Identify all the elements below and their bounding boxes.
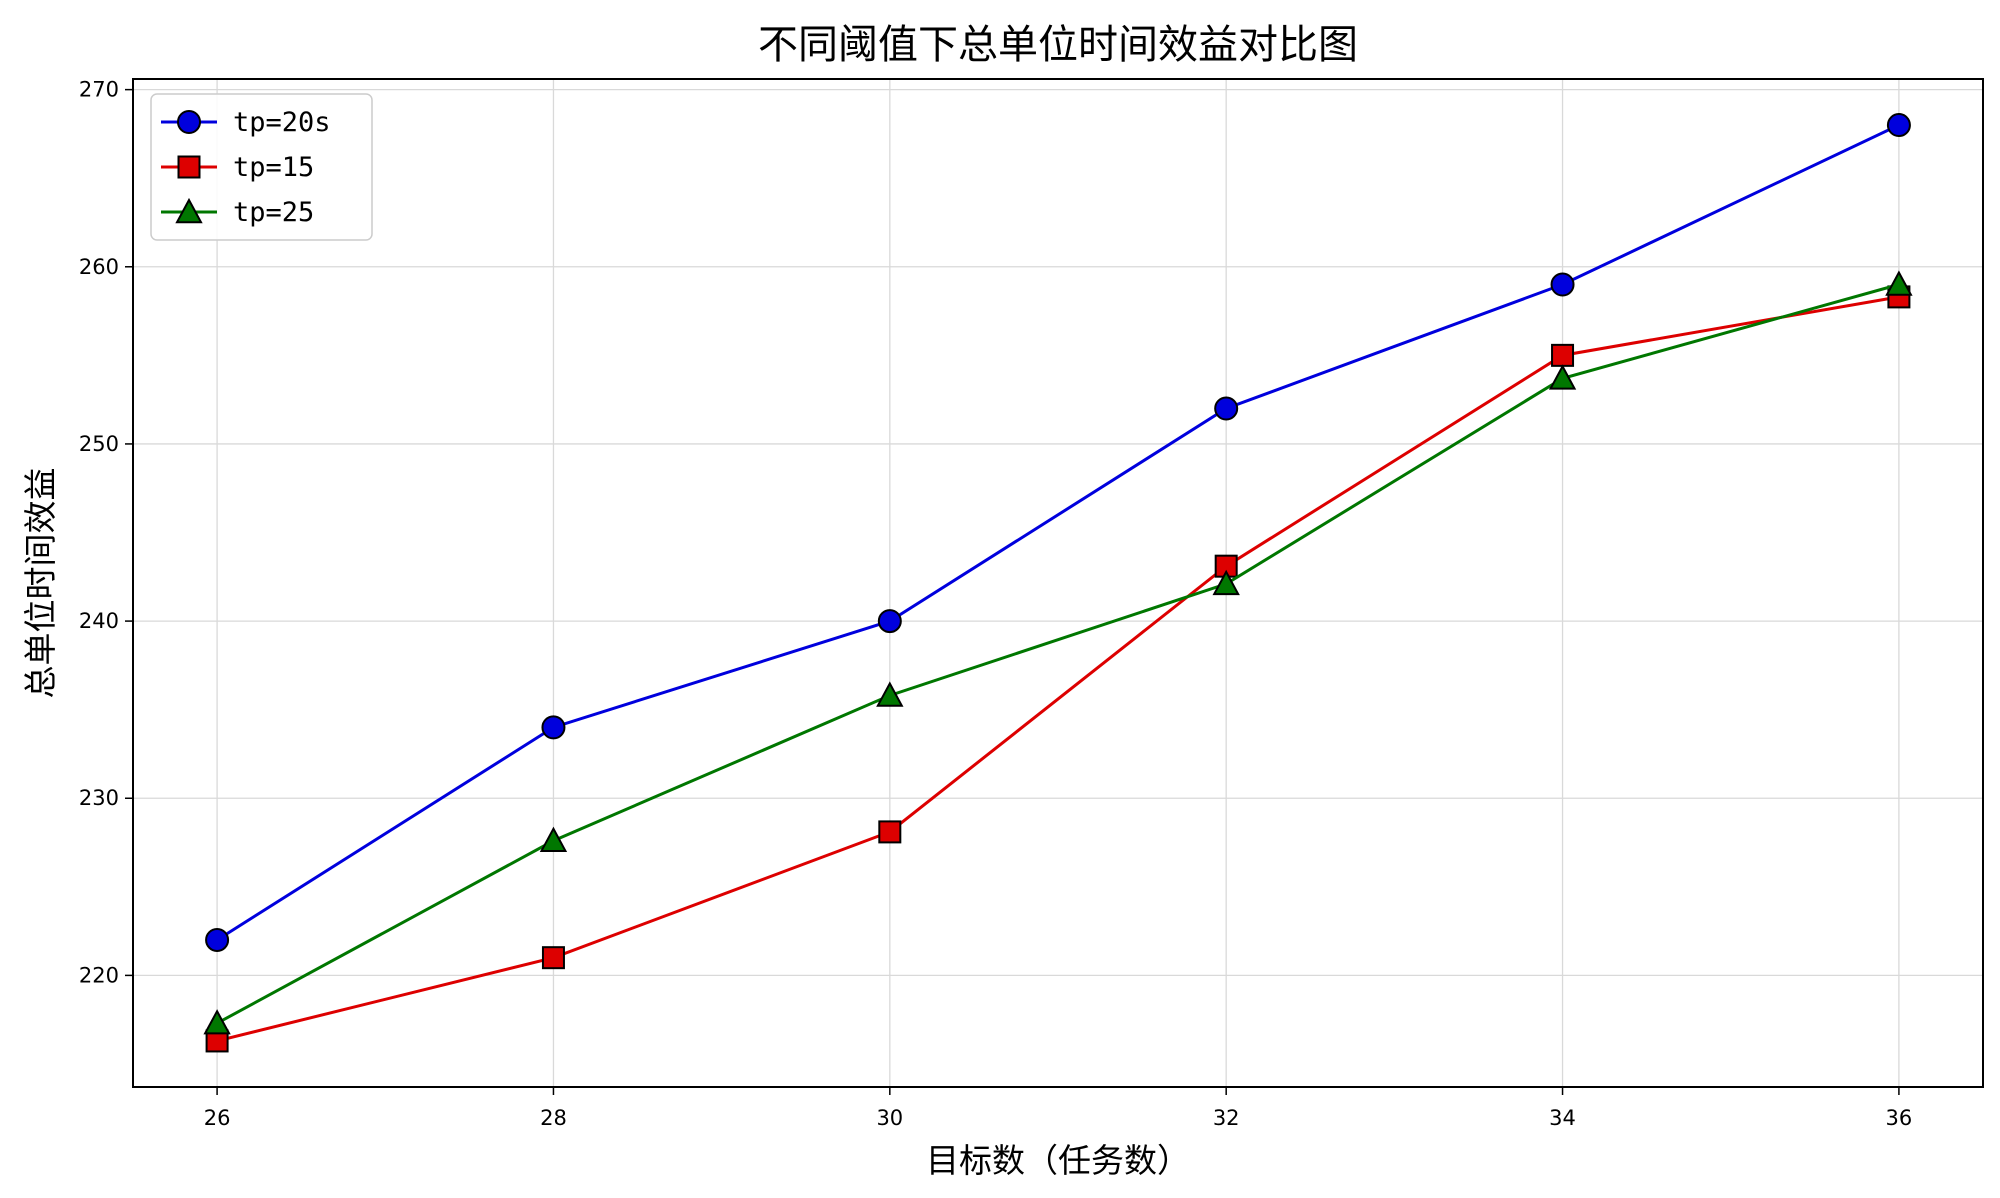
x-tick-label: 32 [1213,1106,1240,1130]
data-point [1214,396,1239,421]
chart-title: 不同阈值下总单位时间效益对比图 [758,22,1358,68]
data-point [1551,343,1575,367]
legend-item: tp=25 [161,197,314,228]
series-tp=25 [203,270,1913,1035]
legend: tp=20s tp=15 tp=25 [150,93,373,241]
data-point [541,715,566,740]
legend-label: tp=15 [233,152,314,183]
y-tick-label: 250 [79,432,119,456]
data-point [877,609,902,634]
y-tick-label: 260 [79,255,119,279]
legend-item: tp=20s [161,107,331,138]
x-tick-label: 26 [204,1106,231,1130]
data-point [1212,569,1240,596]
y-tick-label: 220 [79,963,119,987]
data-point [205,927,230,952]
data-point [878,820,902,844]
data-point [539,826,568,852]
y-axis-label: 总单位时间效益 [21,468,60,699]
legend-box [150,93,373,241]
x-axis-label: 目标数（任务数） [926,1141,1190,1180]
data-point [541,946,565,970]
data-point [1550,272,1575,297]
x-tick-label: 30 [876,1106,903,1130]
series-tp=15 [205,285,1911,1053]
legend-label: tp=20s [233,107,331,138]
grid [133,79,1983,1087]
plot-area-frame [132,78,1984,1088]
series-tp=20s [205,113,1911,952]
x-tick-label: 34 [1549,1106,1576,1130]
series-line [216,283,1900,1025]
legend-marker [177,155,201,179]
legend-marker [175,197,203,224]
legend-marker [177,110,201,134]
data-point [1885,270,1913,296]
series-group [203,113,1913,1053]
x-tick-label: 28 [540,1106,567,1130]
x-tick-label: 36 [1886,1106,1913,1130]
data-point [876,681,904,707]
y-tick-label: 270 [79,78,119,102]
series-line [216,295,1900,1043]
y-tick-label: 230 [79,786,119,810]
data-point [203,1009,231,1035]
legend-label: tp=25 [233,197,314,228]
data-point [1548,364,1577,390]
series-line [216,123,1900,942]
axis-ticks: 26 28 30 32 34 36 220 230 240 250 260 270 [79,78,1912,1130]
y-tick-label: 240 [79,609,119,633]
data-point [1886,113,1911,138]
legend-item: tp=15 [161,152,314,183]
